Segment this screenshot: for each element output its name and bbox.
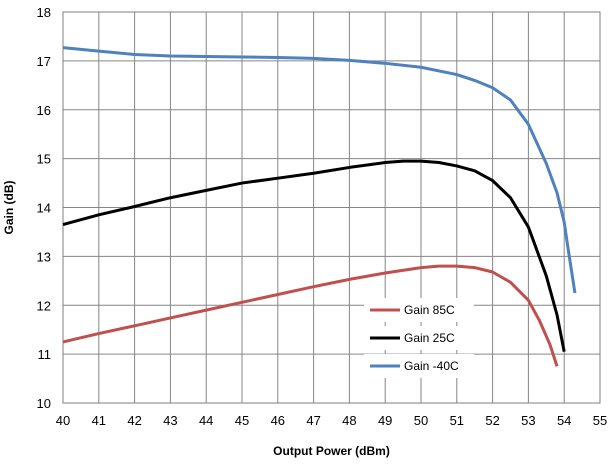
x-tick-label: 52 [485, 413, 499, 428]
x-tick-label: 40 [56, 413, 70, 428]
y-tick-label: 12 [37, 298, 51, 313]
x-tick-label: 42 [127, 413, 141, 428]
x-tick-label: 48 [342, 413, 356, 428]
legend-label: Gain 85C [404, 303, 455, 317]
x-tick-label: 44 [199, 413, 213, 428]
legend: Gain 85C Gain 25C Gain -40C [364, 298, 474, 378]
x-tick-label: 49 [378, 413, 392, 428]
series-line-2 [62, 46, 577, 294]
y-tick-label: 13 [37, 249, 51, 264]
series-line-1 [62, 159, 566, 352]
x-tick-label: 50 [414, 413, 428, 428]
series-lines [62, 46, 577, 367]
legend-label: Gain -40C [404, 359, 459, 373]
x-tick-label: 51 [450, 413, 464, 428]
y-tick-label: 17 [37, 54, 51, 69]
y-tick-label: 16 [37, 103, 51, 118]
y-tick-label: 11 [38, 347, 52, 362]
x-tick-label: 43 [163, 413, 177, 428]
series-line-0 [62, 264, 559, 367]
x-tick-label: 53 [521, 413, 535, 428]
x-tick-labels: 40 41 42 43 44 45 46 47 48 49 50 51 52 53 54 55 [56, 413, 607, 428]
y-tick-label: 10 [37, 396, 51, 411]
x-tick-label: 46 [271, 413, 285, 428]
y-axis-title: Gain (dB) [2, 181, 16, 235]
x-axis-title: Output Power (dBm) [273, 444, 390, 458]
y-tick-label: 15 [37, 152, 51, 167]
y-tick-label: 14 [37, 201, 51, 216]
x-tick-label: 55 [593, 413, 607, 428]
legend-label: Gain 25C [404, 331, 455, 345]
y-tick-labels: 10 11 12 13 14 15 16 17 18 [37, 5, 51, 411]
x-tick-label: 47 [306, 413, 320, 428]
y-tick-label: 18 [37, 5, 51, 20]
x-tick-label: 45 [235, 413, 249, 428]
x-tick-label: 41 [92, 413, 106, 428]
x-tick-label: 54 [557, 413, 571, 428]
plot-area-border [62, 11, 601, 404]
